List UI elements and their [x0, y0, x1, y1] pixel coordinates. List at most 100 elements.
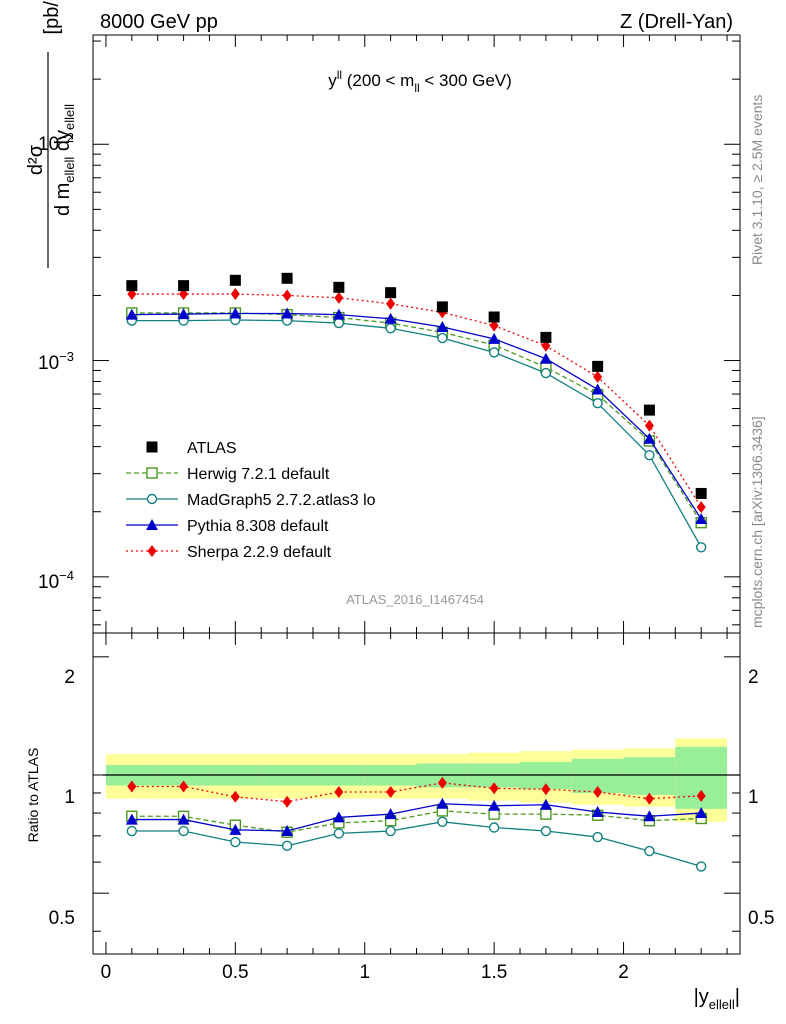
series-point-pythia [436, 320, 449, 332]
ratio-point-pythia [436, 797, 449, 809]
legend-item-label: MadGraph5 2.7.2.atlas3 lo [187, 492, 376, 509]
ratio-point-madgraph5 [281, 840, 293, 852]
main-series-group [125, 272, 708, 553]
series-point-pythia [332, 308, 345, 320]
data-point-atlas [540, 331, 552, 343]
header-right: Z (Drell-Yan) [620, 11, 733, 33]
ratio-point-sherpa [179, 780, 189, 793]
main-title-y: y [328, 71, 337, 90]
ratio-point-pythia [488, 799, 501, 811]
series-line-pythia [131, 312, 702, 520]
data-point-atlas [229, 274, 241, 286]
series-point-madgraph5 [437, 332, 448, 344]
data-point-atlas [385, 287, 397, 299]
data-point-atlas [126, 280, 138, 292]
series-point-sherpa [334, 291, 344, 304]
ratio-point-madgraph5 [644, 845, 655, 857]
ratio-frame [92, 632, 741, 955]
series-point-sherpa [489, 319, 499, 332]
series-point-pythia [488, 332, 501, 344]
x-axis-label: |yellell| [694, 986, 740, 1012]
ratio-point-sherpa [489, 782, 499, 795]
x-tick-label: 0 [101, 962, 112, 983]
series-line-sherpa [131, 293, 702, 508]
main-axes [93, 35, 740, 633]
x-tick-labels: 0 0.5 1 1.5 2 [101, 962, 629, 983]
series-point-madgraph5 [592, 398, 603, 409]
ratio-point-sherpa [437, 776, 447, 789]
ratio-y-axis-label: Ratio to ATLAS [25, 748, 41, 843]
ratio-point-madgraph5 [385, 825, 396, 837]
ratio-point-pythia [591, 805, 604, 817]
ratio-right-tick-label-1: 1 [748, 787, 759, 808]
ratio-point-sherpa [230, 790, 240, 803]
series-point-pythia [177, 308, 190, 320]
ratio-line-pythia [131, 803, 702, 832]
series-point-pythia [695, 513, 708, 525]
series-point-sherpa [696, 501, 706, 514]
ratio-axes [93, 633, 740, 954]
ratio-series-group [125, 776, 708, 872]
ratio-point-pythia [281, 825, 294, 837]
legend-item-label: ATLAS [187, 440, 237, 457]
data-point-atlas [643, 404, 655, 416]
ratio-point-madgraph5 [488, 822, 500, 833]
series-point-sherpa [386, 297, 396, 310]
ratio-point-sherpa [127, 780, 137, 793]
legend-marker [147, 545, 157, 557]
ratio-point-madgraph5 [178, 825, 189, 837]
legend: ATLAS Herwig 7.2.1 default MadGraph5 2.7.2… [126, 440, 376, 561]
data-point-atlas [488, 311, 500, 323]
series-point-sherpa [230, 288, 240, 301]
ratio-point-madgraph5 [437, 816, 448, 827]
series-point-sherpa [593, 370, 603, 383]
y-tick-label-1e-3: 10−3 [38, 349, 74, 374]
series-point-sherpa [282, 289, 292, 302]
data-point-atlas [436, 301, 448, 313]
ratio-point-sherpa [593, 786, 603, 799]
y-label-denominator: d mellell dyellell [52, 104, 77, 216]
ratio-point-madgraph5 [126, 825, 138, 837]
ratio-tick-label-1: 1 [64, 787, 75, 808]
ratio-point-pythia [695, 807, 708, 819]
series-point-madgraph5 [644, 450, 655, 461]
ratio-line-madgraph5 [131, 821, 702, 868]
rivet-version-text: Rivet 3.1.10, ≥ 2.5M events [749, 95, 765, 265]
ratio-point-pythia [125, 813, 138, 825]
ratio-tick-label-2: 2 [64, 667, 75, 688]
series-line-madgraph5 [131, 319, 702, 548]
legend-item-label: Pythia 8.308 default [187, 518, 329, 535]
ratio-tick-label-0.5: 0.5 [49, 908, 75, 929]
legend-marker [146, 493, 158, 505]
ratio-point-pythia [539, 798, 552, 810]
series-point-madgraph5 [488, 347, 500, 358]
series-point-madgraph5 [385, 323, 396, 334]
x-tick-label: 0.5 [222, 962, 248, 983]
series-point-pythia [229, 307, 242, 319]
main-y-axis-label: d²σ d mellell dyellell [pb/GeV] [25, 0, 77, 268]
series-point-pythia [281, 307, 294, 319]
main-title-sub: ll [414, 81, 419, 95]
ratio-right-tick-label-0.5: 0.5 [748, 908, 774, 929]
legend-marker [146, 519, 158, 530]
main-title-sup: ll [337, 68, 342, 82]
series-point-madgraph5 [540, 367, 552, 379]
mcplots-text: mcplots.cern.ch [arXiv:1306.3436] [749, 416, 765, 628]
ratio-right-tick-label-2: 2 [748, 667, 759, 688]
main-title: yll (200 < mll < 300 GeV) [328, 68, 512, 95]
x-tick-label: 2 [618, 962, 629, 983]
ratio-point-sherpa [386, 786, 396, 799]
main-title-part-b: < 300 GeV) [420, 71, 512, 90]
ratio-point-madgraph5 [592, 831, 603, 843]
y-label-numerator: d²σ [25, 144, 47, 175]
ratio-point-pythia [332, 811, 345, 823]
ratio-line-sherpa [131, 782, 702, 803]
ratio-point-pythia [229, 823, 242, 835]
legend-marker [146, 441, 158, 453]
ratio-point-pythia [384, 808, 397, 820]
data-point-atlas [695, 487, 707, 499]
ratio-point-sherpa [334, 786, 344, 799]
ratio-point-madgraph5 [333, 828, 345, 839]
data-point-atlas [178, 280, 190, 292]
